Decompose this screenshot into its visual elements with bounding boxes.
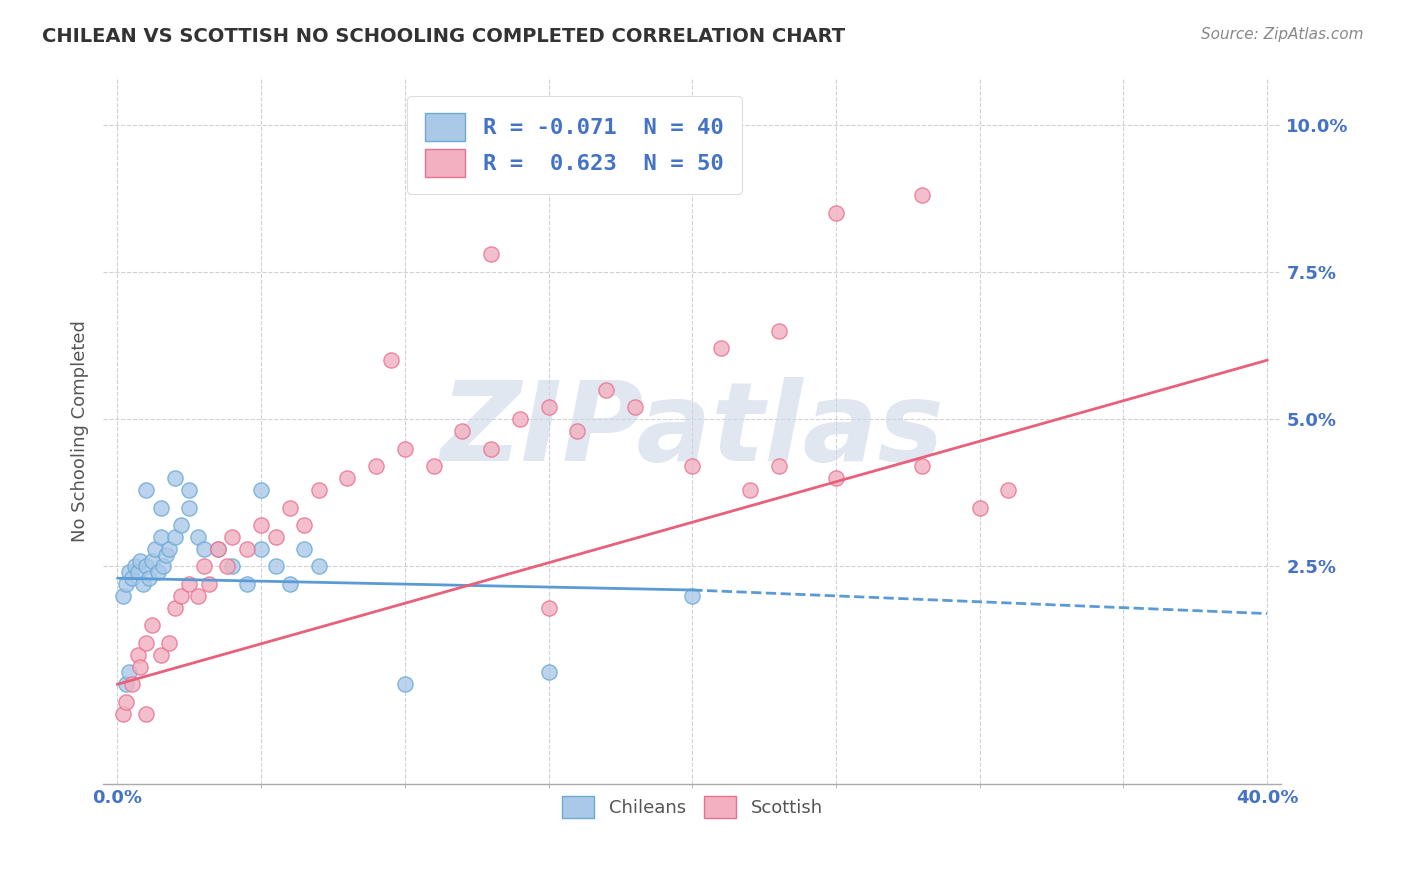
Point <box>911 459 934 474</box>
Point <box>157 636 180 650</box>
Point <box>146 566 169 580</box>
Point <box>394 677 416 691</box>
Text: Source: ZipAtlas.com: Source: ZipAtlas.com <box>1201 27 1364 42</box>
Point <box>825 471 848 485</box>
Point <box>124 559 146 574</box>
Point <box>221 559 243 574</box>
Point <box>135 706 157 721</box>
Point <box>170 518 193 533</box>
Point <box>135 636 157 650</box>
Point <box>537 401 560 415</box>
Point <box>911 188 934 202</box>
Point <box>278 577 301 591</box>
Point <box>567 424 589 438</box>
Point <box>115 577 138 591</box>
Point <box>768 459 790 474</box>
Point <box>308 483 330 497</box>
Point <box>451 424 474 438</box>
Point <box>825 206 848 220</box>
Point <box>681 459 703 474</box>
Point <box>115 677 138 691</box>
Legend: Chileans, Scottish: Chileans, Scottish <box>554 789 830 825</box>
Point <box>738 483 761 497</box>
Text: CHILEAN VS SCOTTISH NO SCHOOLING COMPLETED CORRELATION CHART: CHILEAN VS SCOTTISH NO SCHOOLING COMPLET… <box>42 27 845 45</box>
Point <box>118 566 141 580</box>
Point <box>163 600 186 615</box>
Point <box>479 442 502 456</box>
Point <box>138 571 160 585</box>
Point <box>121 571 143 585</box>
Point <box>595 383 617 397</box>
Point <box>509 412 531 426</box>
Point <box>479 247 502 261</box>
Point <box>112 589 135 603</box>
Point <box>118 665 141 680</box>
Point <box>152 559 174 574</box>
Point <box>127 566 149 580</box>
Point <box>624 401 647 415</box>
Point <box>537 665 560 680</box>
Point <box>997 483 1019 497</box>
Point <box>179 500 201 515</box>
Point <box>121 677 143 691</box>
Point <box>264 530 287 544</box>
Point <box>157 541 180 556</box>
Point <box>380 353 402 368</box>
Point <box>336 471 359 485</box>
Point <box>198 577 221 591</box>
Point <box>143 541 166 556</box>
Point <box>132 577 155 591</box>
Point <box>187 530 209 544</box>
Point <box>264 559 287 574</box>
Point <box>308 559 330 574</box>
Point <box>179 483 201 497</box>
Point <box>112 706 135 721</box>
Point <box>292 518 315 533</box>
Point <box>135 559 157 574</box>
Point <box>221 530 243 544</box>
Point <box>115 695 138 709</box>
Point <box>250 518 273 533</box>
Point <box>187 589 209 603</box>
Point <box>422 459 444 474</box>
Point <box>193 541 215 556</box>
Point <box>207 541 229 556</box>
Point <box>969 500 991 515</box>
Point <box>149 500 172 515</box>
Point <box>149 530 172 544</box>
Point <box>170 589 193 603</box>
Point <box>163 471 186 485</box>
Point <box>710 342 733 356</box>
Point <box>149 648 172 662</box>
Text: ZIPatlas: ZIPatlas <box>440 377 945 484</box>
Point <box>236 577 259 591</box>
Point <box>179 577 201 591</box>
Point <box>537 600 560 615</box>
Point <box>366 459 388 474</box>
Point <box>141 553 163 567</box>
Point <box>155 548 177 562</box>
Point <box>135 483 157 497</box>
Point <box>129 553 152 567</box>
Point <box>215 559 238 574</box>
Y-axis label: No Schooling Completed: No Schooling Completed <box>72 320 89 541</box>
Point <box>193 559 215 574</box>
Point <box>250 541 273 556</box>
Point <box>681 589 703 603</box>
Point <box>163 530 186 544</box>
Point <box>768 324 790 338</box>
Point <box>292 541 315 556</box>
Point <box>129 659 152 673</box>
Point <box>127 648 149 662</box>
Point <box>236 541 259 556</box>
Point <box>394 442 416 456</box>
Point <box>207 541 229 556</box>
Point <box>278 500 301 515</box>
Point <box>141 618 163 632</box>
Point <box>250 483 273 497</box>
